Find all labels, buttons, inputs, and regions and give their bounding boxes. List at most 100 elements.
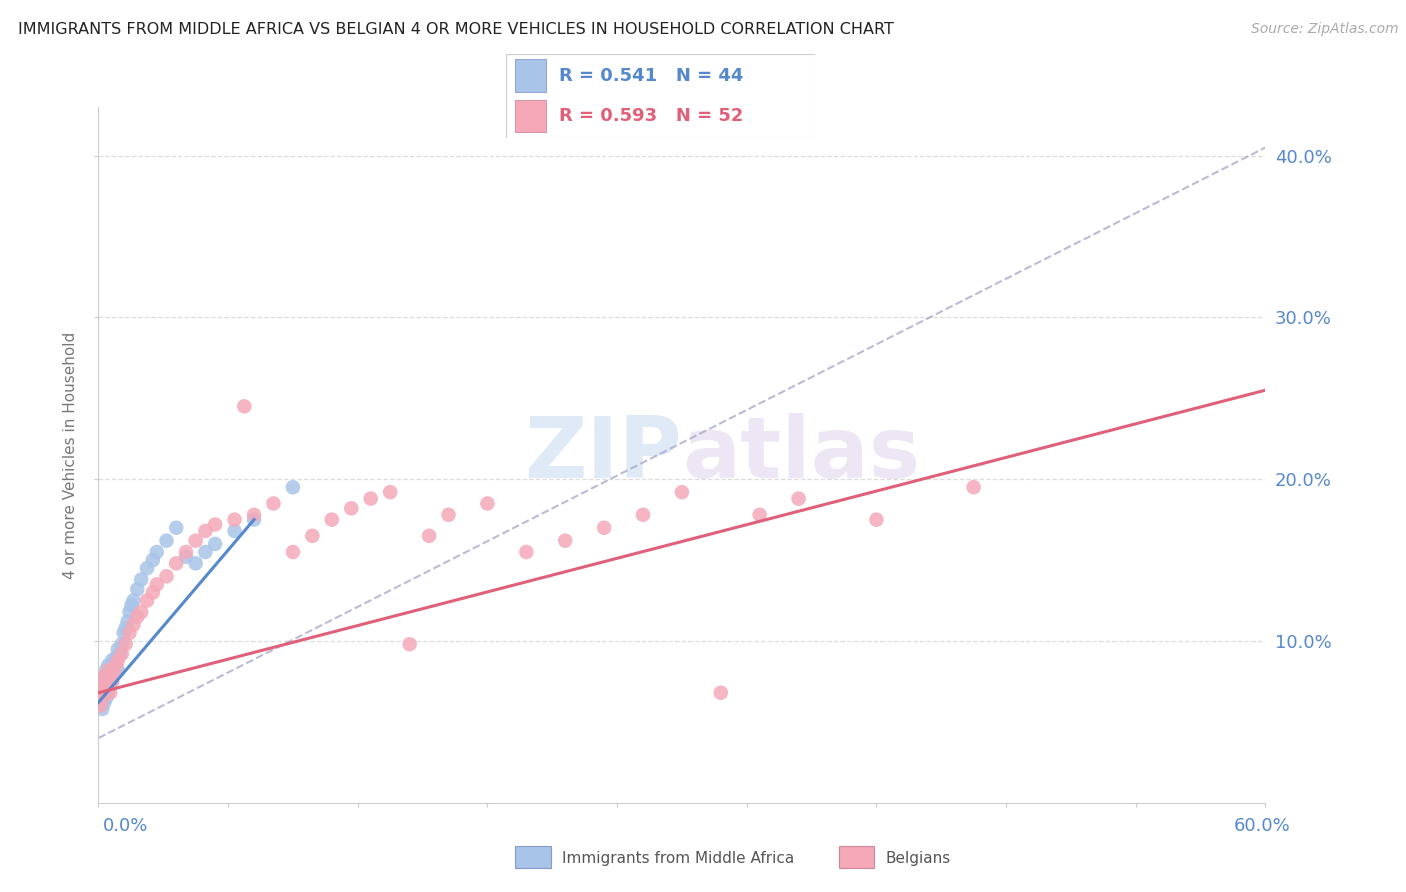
Point [91,679,114,693]
Point [184,533,207,548]
Point [98,666,121,681]
Point [98,686,121,700]
Point [93,686,115,700]
Point [593,521,616,535]
Point [262,496,284,510]
Point [114,621,136,635]
Point [103,666,125,681]
Point [631,508,654,522]
Point [89,698,111,713]
Point [114,637,136,651]
Point [129,605,152,619]
Point [243,508,266,522]
Point [91,690,114,705]
Point [155,569,177,583]
Point [104,650,127,665]
Point [340,501,363,516]
Point [97,663,120,677]
Point [107,653,129,667]
Point [204,537,226,551]
Point [194,545,217,559]
Point [865,513,887,527]
Point [142,553,165,567]
Point [136,593,159,607]
Point [96,674,118,689]
Point [101,653,124,667]
Point [146,577,169,591]
Point [93,670,115,684]
Point [127,609,149,624]
Point [96,674,118,689]
Point [962,480,984,494]
Point [97,686,120,700]
Point [91,702,114,716]
Point [477,496,499,510]
Text: atlas: atlas [682,413,920,497]
Point [111,637,134,651]
Point [118,605,141,619]
Text: R = 0.541   N = 44: R = 0.541 N = 44 [558,67,744,85]
Point [418,529,440,543]
Point [118,626,141,640]
Point [146,545,169,559]
Text: Belgians: Belgians [886,851,950,865]
Bar [516,60,547,92]
Point [204,517,226,532]
Point [96,690,118,705]
Text: Source: ZipAtlas.com: Source: ZipAtlas.com [1251,22,1399,37]
Point [194,524,217,538]
Point [129,573,152,587]
Point [107,642,129,657]
Point [96,663,118,677]
Point [301,529,323,543]
Point [321,513,343,527]
Point [136,561,159,575]
Point [748,508,770,522]
Point [98,679,121,693]
Point [122,617,145,632]
Point [224,513,246,527]
Text: Immigrants from Middle Africa: Immigrants from Middle Africa [562,851,794,865]
Point [360,491,382,506]
Point [93,696,115,710]
Point [127,582,149,597]
Point [101,674,124,689]
Text: IMMIGRANTS FROM MIDDLE AFRICA VS BELGIAN 4 OR MORE VEHICLES IN HOUSEHOLD CORRELA: IMMIGRANTS FROM MIDDLE AFRICA VS BELGIAN… [18,22,894,37]
Point [101,674,124,689]
Point [142,585,165,599]
Point [117,615,139,629]
Point [155,533,177,548]
Point [89,698,111,713]
Text: 0.0%: 0.0% [103,817,148,835]
Text: ZIP: ZIP [524,413,682,497]
Bar [516,100,547,132]
Y-axis label: 4 or more Vehicles in Household: 4 or more Vehicles in Household [63,331,79,579]
Point [710,686,733,700]
Point [174,545,197,559]
Point [515,545,537,559]
Point [121,599,143,613]
Point [281,480,304,494]
Point [107,663,129,677]
Point [165,521,187,535]
Point [89,686,111,700]
Point [671,485,693,500]
Point [554,533,576,548]
Point [112,626,135,640]
Text: R = 0.593   N = 52: R = 0.593 N = 52 [558,107,744,125]
Point [97,658,120,673]
Point [91,690,114,705]
Point [122,593,145,607]
Point [108,647,131,661]
Point [165,557,187,571]
Point [97,682,120,697]
Point [233,400,256,414]
Point [398,637,420,651]
Point [281,545,304,559]
Point [174,549,197,564]
Text: 60.0%: 60.0% [1234,817,1291,835]
Point [104,658,127,673]
Point [103,658,125,673]
Point [97,671,120,685]
Point [378,485,402,500]
